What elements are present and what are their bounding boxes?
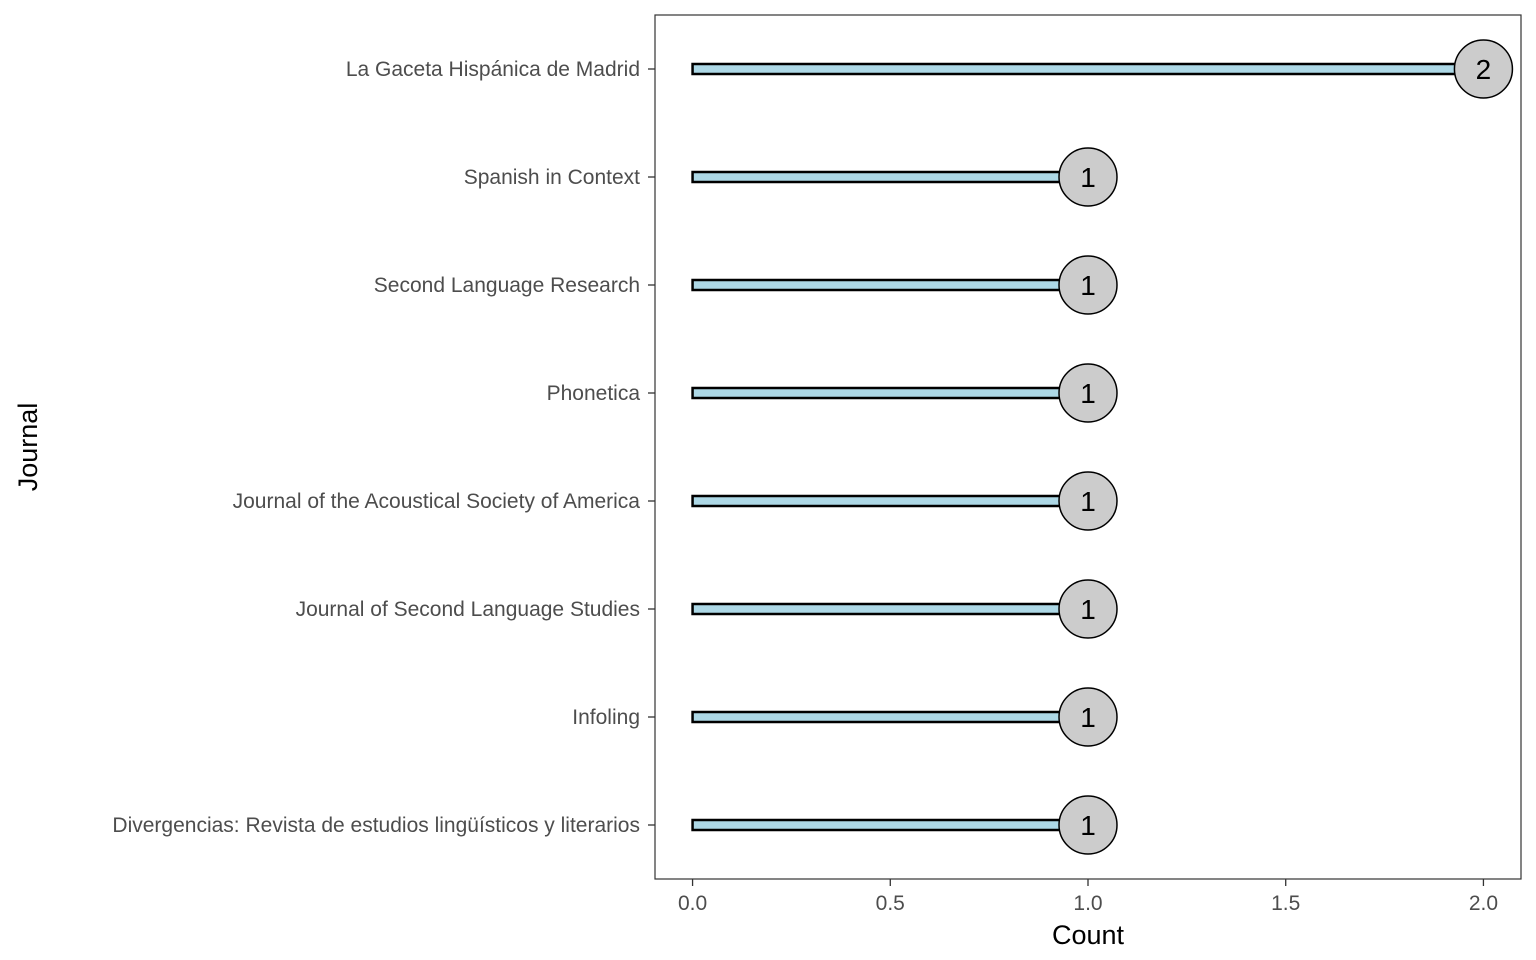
data-label: 1 — [1080, 270, 1096, 301]
x-tick-label: 1.0 — [1073, 892, 1102, 915]
data-label: 1 — [1080, 162, 1096, 193]
y-tick-label: La Gaceta Hispánica de Madrid — [346, 58, 640, 81]
lollipop-point — [1058, 363, 1118, 423]
x-tick-label: 0.5 — [876, 892, 905, 915]
y-tick-label: Divergencias: Revista de estudios lingüí… — [112, 814, 640, 837]
y-axis-title: Journal — [13, 403, 43, 492]
chart-marks: 2 1 1 1 1 1 1 1 — [691, 39, 1514, 855]
data-label: 2 — [1476, 54, 1492, 85]
x-tick-label: 1.5 — [1271, 892, 1300, 915]
lollipop-point — [1058, 579, 1118, 639]
x-axis-title: Count — [1052, 920, 1125, 950]
y-tick-label: Phonetica — [547, 382, 641, 405]
y-tick-label: Second Language Research — [374, 274, 640, 297]
bar — [691, 494, 1090, 508]
bar — [691, 710, 1090, 724]
data-label: 1 — [1080, 378, 1096, 409]
lollipop-point — [1058, 471, 1118, 531]
y-axis: La Gaceta Hispánica de Madrid Spanish in … — [112, 58, 655, 837]
x-tick-label: 0.0 — [678, 892, 707, 915]
bar — [691, 818, 1090, 832]
lollipop-point — [1453, 39, 1514, 99]
y-tick-label: Infoling — [572, 706, 640, 729]
y-tick-label: Spanish in Context — [464, 166, 640, 189]
x-axis: 0.0 0.5 1.0 1.5 2.0 — [678, 879, 1498, 915]
lollipop-point — [1058, 255, 1118, 315]
lollipop-point — [1058, 687, 1118, 747]
bar — [691, 170, 1090, 184]
data-label: 1 — [1080, 594, 1096, 625]
bar — [691, 386, 1090, 400]
y-tick-label: Journal of Second Language Studies — [296, 598, 640, 621]
y-tick-label: Journal of the Acoustical Society of Ame… — [233, 490, 641, 513]
data-label: 1 — [1080, 702, 1096, 733]
bar — [691, 62, 1485, 76]
lollipop-point — [1058, 147, 1118, 207]
data-label: 1 — [1080, 486, 1096, 517]
data-label: 1 — [1080, 810, 1096, 841]
bar — [691, 278, 1090, 292]
lollipop-point — [1058, 795, 1118, 855]
plot-panel — [654, 14, 1522, 880]
bar — [691, 602, 1090, 616]
x-tick-label: 2.0 — [1469, 892, 1498, 915]
